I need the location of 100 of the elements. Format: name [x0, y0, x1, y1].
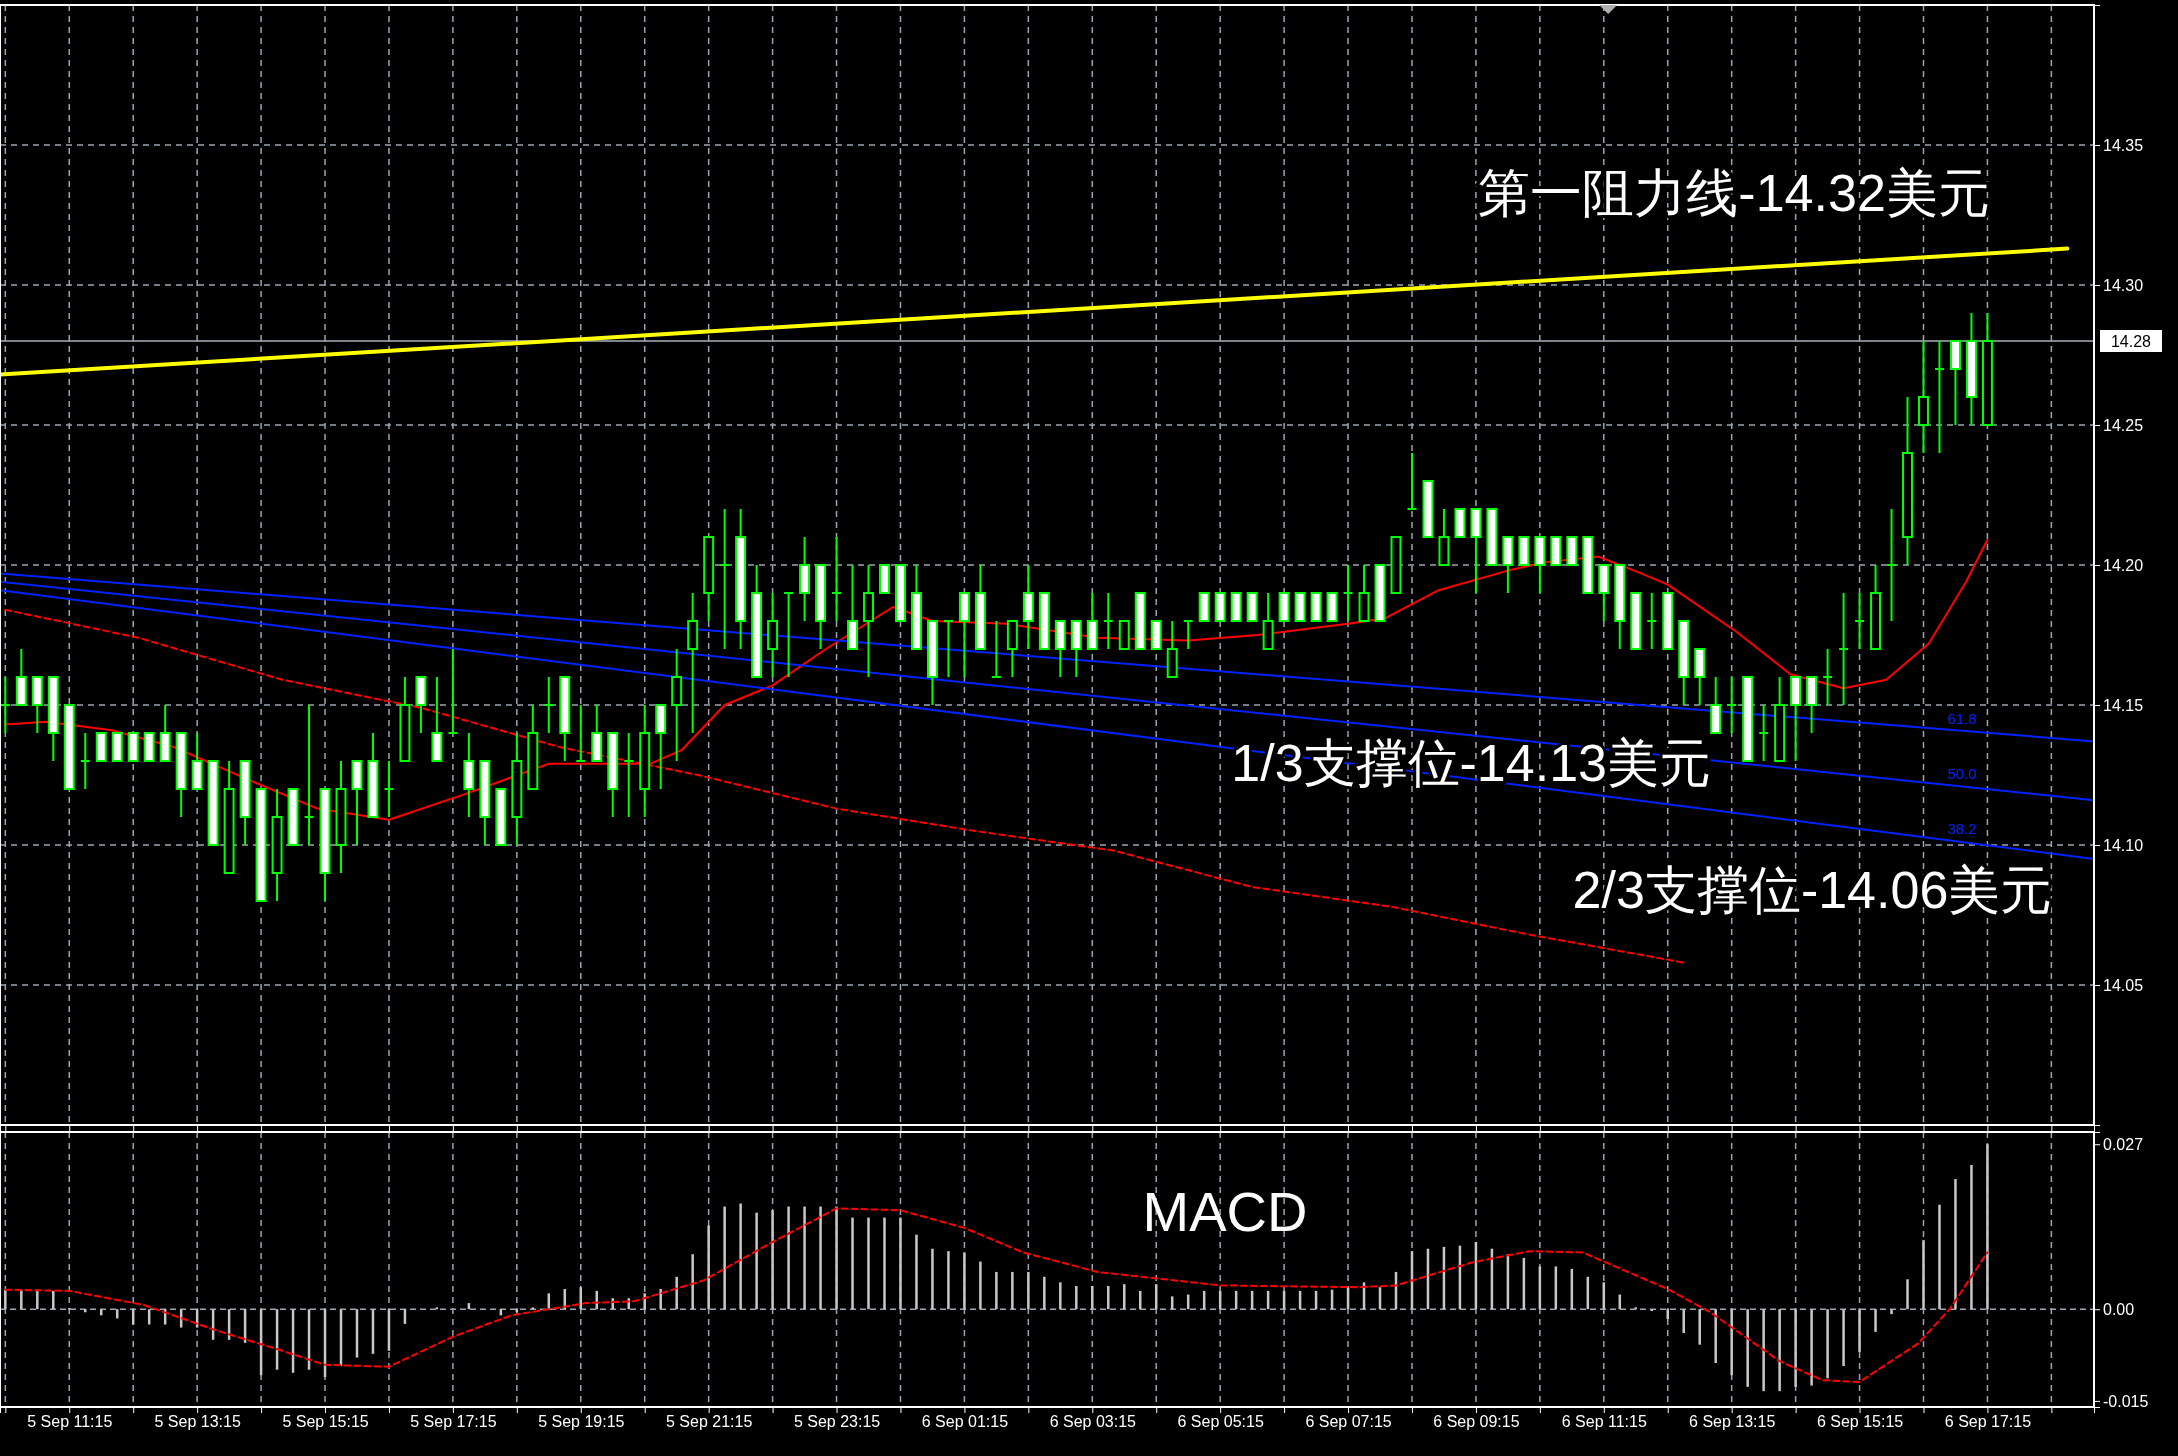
bar	[1075, 1286, 1078, 1310]
candlestick	[942, 620, 954, 678]
bar	[803, 1206, 806, 1310]
bar	[1027, 1271, 1030, 1310]
y-tick-label: 0.00	[2103, 1300, 2135, 1318]
bar	[1922, 1240, 1925, 1310]
bar	[947, 1251, 950, 1310]
x-tick-label: 6 Sep 11:15	[1561, 1413, 1647, 1431]
bar	[84, 1309, 87, 1313]
bar	[1794, 1309, 1797, 1387]
candlestick	[1822, 648, 1834, 706]
x-tick-label: 5 Sep 13:15	[154, 1413, 241, 1431]
candlestick	[1758, 704, 1770, 762]
bar	[819, 1206, 822, 1310]
bar	[835, 1206, 838, 1310]
x-tick-label: 6 Sep 05:15	[1177, 1413, 1264, 1431]
bar	[707, 1225, 710, 1310]
bar	[1091, 1286, 1094, 1310]
series-label: 61.8	[1947, 709, 1977, 727]
bar	[755, 1212, 758, 1310]
bar	[915, 1234, 918, 1310]
x-tick-label: 5 Sep 23:15	[793, 1413, 881, 1431]
candlestick	[1838, 592, 1850, 706]
candlestick	[1726, 676, 1738, 734]
x-tick-label: 5 Sep 19:15	[538, 1413, 625, 1431]
candlestick	[990, 620, 1002, 678]
bar	[1890, 1309, 1893, 1315]
bar	[963, 1252, 966, 1310]
bar	[52, 1290, 55, 1310]
y-tick-label: 14.35	[2103, 136, 2144, 154]
bar	[1970, 1165, 1973, 1310]
bar	[1714, 1309, 1717, 1363]
bar	[1682, 1309, 1685, 1334]
y-tick-label: 14.15	[2103, 696, 2144, 714]
annotation: 2/3支撑位-14.06美元	[1572, 860, 2053, 919]
bar	[659, 1289, 662, 1310]
bar	[883, 1217, 886, 1310]
x-tick-label: 6 Sep 09:15	[1433, 1413, 1520, 1431]
bar	[1123, 1284, 1126, 1310]
candlestick	[1854, 592, 1866, 650]
y-tick-label: 14.10	[2103, 836, 2144, 854]
candlestick	[1934, 340, 1945, 454]
series-label: 50.0	[1947, 764, 1977, 782]
bar	[1810, 1309, 1813, 1386]
text: MACD	[1142, 1180, 1308, 1243]
bar	[1746, 1309, 1749, 1387]
x-tick-label: 5 Sep 21:15	[666, 1413, 753, 1431]
candlestick	[543, 676, 555, 734]
bar	[1938, 1204, 1941, 1310]
bar	[4, 1289, 7, 1310]
bar	[1730, 1309, 1733, 1376]
bar	[1778, 1309, 1781, 1392]
bar	[1986, 1144, 1989, 1310]
x-tick-label: 6 Sep 03:15	[1049, 1413, 1137, 1431]
candlestick	[1102, 592, 1114, 650]
bar	[787, 1206, 790, 1310]
x-tick-label: 6 Sep 15:15	[1816, 1413, 1904, 1431]
x-tick-label: 6 Sep 07:15	[1305, 1413, 1392, 1431]
y-tick-label: 14.25	[2103, 416, 2144, 434]
candlestick	[1182, 620, 1194, 650]
bar	[675, 1276, 678, 1310]
candlestick	[719, 508, 731, 650]
candlestick	[1886, 508, 1897, 622]
candlestick	[831, 536, 843, 622]
bar	[867, 1217, 870, 1310]
bar	[1874, 1309, 1877, 1332]
bar	[739, 1203, 742, 1310]
y-tick-label: 14.20	[2103, 556, 2144, 574]
candlestick	[1646, 592, 1658, 650]
candlestick	[575, 704, 587, 762]
x-tick-label: 6 Sep 17:15	[1944, 1413, 2032, 1431]
bar	[771, 1210, 774, 1310]
bar	[1762, 1309, 1765, 1392]
candlestick	[0, 676, 11, 734]
bar	[1698, 1309, 1701, 1345]
bar	[1954, 1179, 1957, 1310]
y-tick-label: 14.30	[2103, 276, 2144, 294]
annotation: 第一阻力线-14.32美元	[1478, 164, 1990, 223]
y-tick-label: 0.027	[2103, 1135, 2144, 1153]
candlestick	[303, 704, 315, 846]
candlestick	[447, 648, 459, 734]
y-tick-label: 14.05	[2103, 976, 2144, 994]
candlestick	[623, 732, 635, 818]
bar	[851, 1217, 854, 1310]
bar	[691, 1254, 694, 1310]
bar	[1906, 1279, 1909, 1310]
y-tick-label: -0.015	[2103, 1392, 2149, 1410]
bar	[20, 1289, 23, 1310]
x-tick-label: 5 Sep 17:15	[410, 1413, 497, 1431]
x-tick-label: 5 Sep 11:15	[27, 1413, 113, 1431]
bar	[1842, 1309, 1845, 1367]
candlestick	[783, 592, 795, 678]
series-label: 38.2	[1947, 820, 1977, 838]
x-tick-label: 6 Sep 01:15	[921, 1413, 1009, 1431]
bar	[979, 1261, 982, 1310]
bar	[723, 1206, 726, 1310]
bar	[1826, 1309, 1829, 1379]
candlestick	[79, 732, 91, 790]
ref-line-label: 14.28	[2110, 332, 2152, 350]
bar	[1107, 1286, 1110, 1310]
